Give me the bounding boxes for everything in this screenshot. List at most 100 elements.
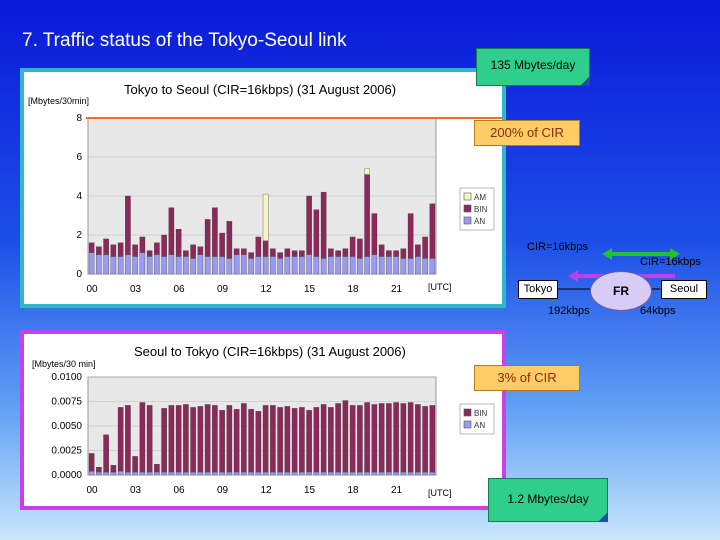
bar-bin [284,248,291,257]
bar-an [117,470,124,476]
bar-an [226,471,233,476]
bar-bin [393,402,399,473]
bar-bin [255,236,262,257]
speed-label-left: 192kbps [548,305,590,317]
x-tick-label: 00 [86,485,98,496]
bar-an [212,256,218,275]
bar-bin [291,408,298,473]
bar-an [415,256,421,275]
speed-label-right: 64kbps [640,305,676,317]
bar-an [284,256,291,275]
x-tick-label: 18 [347,485,359,496]
bar-an [342,256,349,275]
bar-bin [349,236,356,257]
x-tick-label: 12 [260,284,272,295]
bar-bin [183,250,189,257]
bar-bin [190,407,196,473]
bar-an [357,471,363,476]
bar-an [183,471,189,476]
bar-an [146,256,153,275]
bar-an [349,471,356,476]
bar-bin [183,404,189,473]
bar-an [422,471,428,476]
bar-an [299,256,305,275]
bar-an [110,256,117,275]
bar-bin [342,400,349,473]
bar-bin [88,453,95,472]
bar-an [241,254,247,275]
bar-an [226,258,233,275]
bar-bin [320,191,327,259]
y-axis-label: [Mbytes/30min] [28,96,89,106]
bar-an [219,256,225,275]
x-tick-label: 12 [260,485,272,496]
bar-an [139,252,146,275]
bar-an [204,471,211,476]
bar-an [96,471,102,476]
bar-an [342,471,349,476]
y-tick-label: 0.0075 [51,397,82,408]
bar-bin [393,250,399,257]
bar-bin [139,402,146,473]
bar-an [233,471,240,476]
bar-bin [407,402,414,473]
bar-an [277,258,283,275]
bar-an [313,256,320,275]
bar-bin [233,409,240,473]
y-tick-label: 0.0000 [51,470,82,481]
bar-bin [320,404,327,473]
bar-bin [219,232,225,257]
bar-an [378,471,385,476]
bar-bin [103,238,109,255]
bar-an [190,471,196,476]
tokyo-volume-callout: 135 Mbytes/day [476,48,590,86]
x-tick-label: 18 [347,284,359,295]
bar-bin [313,407,320,473]
bar-an [125,254,131,275]
bar-bin [204,219,211,257]
bar-bin [125,195,131,255]
bar-an [161,256,167,275]
legend-swatch-am [463,192,472,201]
bar-an [262,471,269,476]
bar-an [407,258,414,275]
y-tick-label: 0.0025 [51,446,82,457]
bar-an [429,258,436,275]
bar-bin [422,236,428,259]
bar-an [378,256,385,275]
bar-an [197,471,204,476]
x-tick-label: 00 [86,284,98,295]
x-tick-label: 15 [304,485,316,496]
bar-bin [328,248,334,257]
bar-an [103,254,109,275]
x-tick-label: 06 [173,284,185,295]
bar-bin [400,248,407,259]
bar-bin [371,404,378,473]
bar-bin [248,252,254,259]
bar-an [349,256,356,275]
x-tick-label: 09 [217,485,229,496]
bar-bin [299,250,305,257]
bar-bin [407,213,414,259]
chart-title: Tokyo to Seoul (CIR=16kbps) (31 August 2… [124,82,396,97]
bar-an [103,471,109,476]
bar-an [400,471,407,476]
bar-an [139,471,146,476]
bar-an [328,471,334,476]
bar-an [400,258,407,275]
x-tick-label: 03 [130,485,142,496]
bar-bin [328,407,334,473]
bar-bin [96,246,102,255]
bar-bin [357,238,363,259]
bar-bin [132,244,138,257]
bar-bin [270,248,276,257]
bar-bin [335,403,341,473]
y-tick-label: 2 [76,230,82,241]
bar-bin [175,228,182,257]
bar-bin [175,405,182,473]
bar-bin [415,244,421,257]
bar-bin [313,209,320,257]
bar-bin [226,405,233,473]
bar-bin [110,244,117,257]
bar-an [357,258,363,275]
